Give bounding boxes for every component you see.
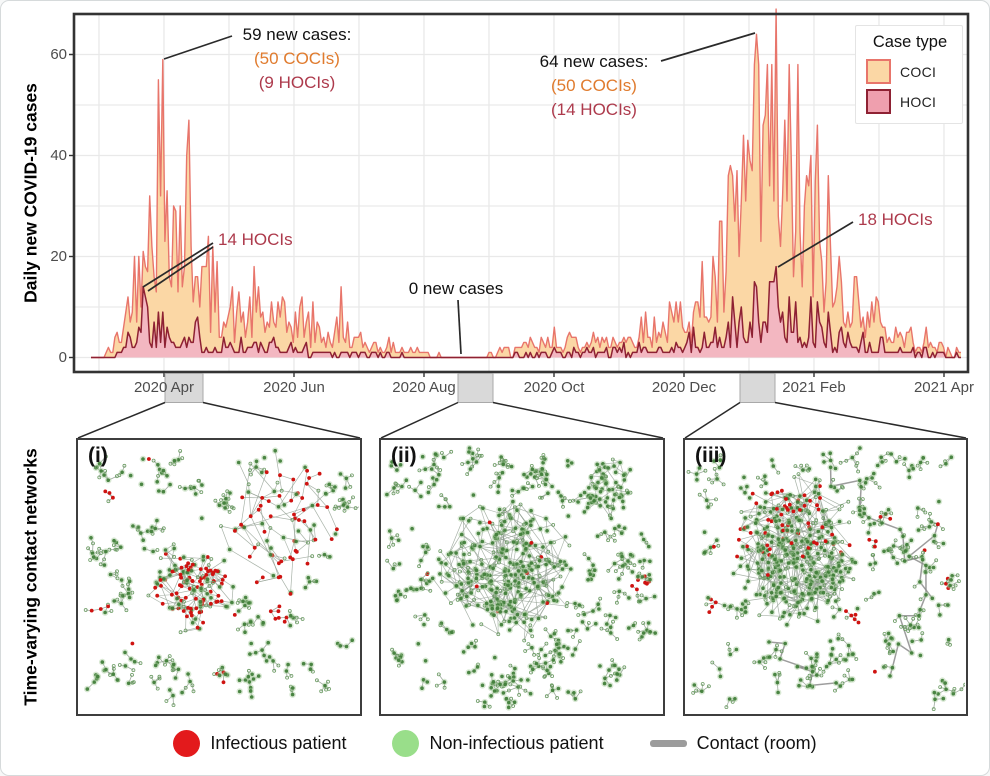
x-tick-label: 2021 Feb [782, 379, 846, 396]
y-tick-label: 0 [58, 348, 67, 366]
y-tick-label: 60 [50, 45, 67, 63]
infectious-patient-dot-icon [173, 730, 201, 757]
legend-non-infectious: Non-infectious patient [392, 730, 604, 757]
case-type-legend: Case type COCI HOCI [855, 25, 963, 124]
network-panel-i: (i) [76, 438, 362, 716]
hoci-legend-label: HOCI [900, 93, 937, 110]
legend-entry-coci: COCI [866, 59, 954, 84]
x-tick-label: 2020 Aug [392, 379, 456, 396]
annotation-line: 14 HOCIs [218, 230, 293, 249]
contact-network-i [83, 447, 359, 708]
coci-legend-label: COCI [900, 63, 937, 80]
annotation-line: (14 HOCIs) [551, 100, 637, 120]
networks-section-title: Time-varying contact networks [20, 448, 41, 706]
contact-line-icon [649, 740, 687, 747]
y-axis-title: Daily new COVID-19 cases [20, 83, 41, 303]
network-panel-ii: (ii) [379, 438, 665, 716]
coci-swatch-icon [866, 59, 891, 84]
node-legend: Infectious patient Non-infectious patien… [1, 730, 989, 757]
non-infectious-patient-label: Non-infectious patient [429, 733, 604, 753]
panel-label-iii: (iii) [695, 444, 727, 467]
y-tick-label: 20 [50, 247, 67, 265]
annotation-wave2-peak: 64 new cases: (50 COCIs) (14 HOCIs) [540, 50, 649, 122]
legend-contact: Contact (room) [649, 733, 817, 754]
annotation-wave1-peak: 59 new cases: (50 COCIs) (9 HOCIs) [243, 23, 352, 95]
annotation-line: (50 COCIs) [551, 76, 637, 96]
annotation-line: 64 new cases: [539, 52, 649, 71]
y-tick-label: 40 [50, 146, 67, 164]
hoci-swatch-icon [866, 89, 891, 114]
annotation-line: (50 COCIs) [254, 49, 340, 69]
panel-label-i: (i) [88, 444, 108, 467]
x-tick-label: 2021 Apr [913, 379, 975, 396]
annotation-hoci-peak-1: 14 HOCIs [218, 228, 293, 252]
annotation-line: 59 new cases: [242, 25, 352, 44]
case-type-legend-title: Case type [872, 33, 948, 51]
non-infectious-patient-dot-icon [392, 730, 420, 757]
contact-room-label: Contact (room) [696, 733, 817, 753]
x-tick-label: 2020 Jun [263, 379, 325, 396]
annotation-zero-cases: 0 new cases [409, 277, 504, 301]
panel-label-ii: (ii) [391, 444, 417, 467]
legend-entry-hoci: HOCI [866, 89, 954, 114]
daily-cases-chart-canvas [69, 8, 970, 438]
contact-network-iii [686, 444, 965, 712]
legend-infectious: Infectious patient [173, 730, 346, 757]
x-tick-label: 2020 Apr [133, 379, 195, 396]
network-panel-iii: (iii) [683, 438, 968, 716]
annotation-hoci-peak-2: 18 HOCIs [858, 208, 933, 232]
infectious-patient-label: Infectious patient [210, 733, 347, 753]
contact-network-ii [383, 444, 659, 711]
annotation-line: (9 HOCIs) [258, 73, 336, 93]
x-tick-label: 2020 Dec [651, 379, 717, 396]
annotation-line: 18 HOCIs [858, 210, 933, 229]
x-tick-label: 2020 Oct [523, 379, 585, 396]
annotation-line: 0 new cases [408, 279, 504, 298]
